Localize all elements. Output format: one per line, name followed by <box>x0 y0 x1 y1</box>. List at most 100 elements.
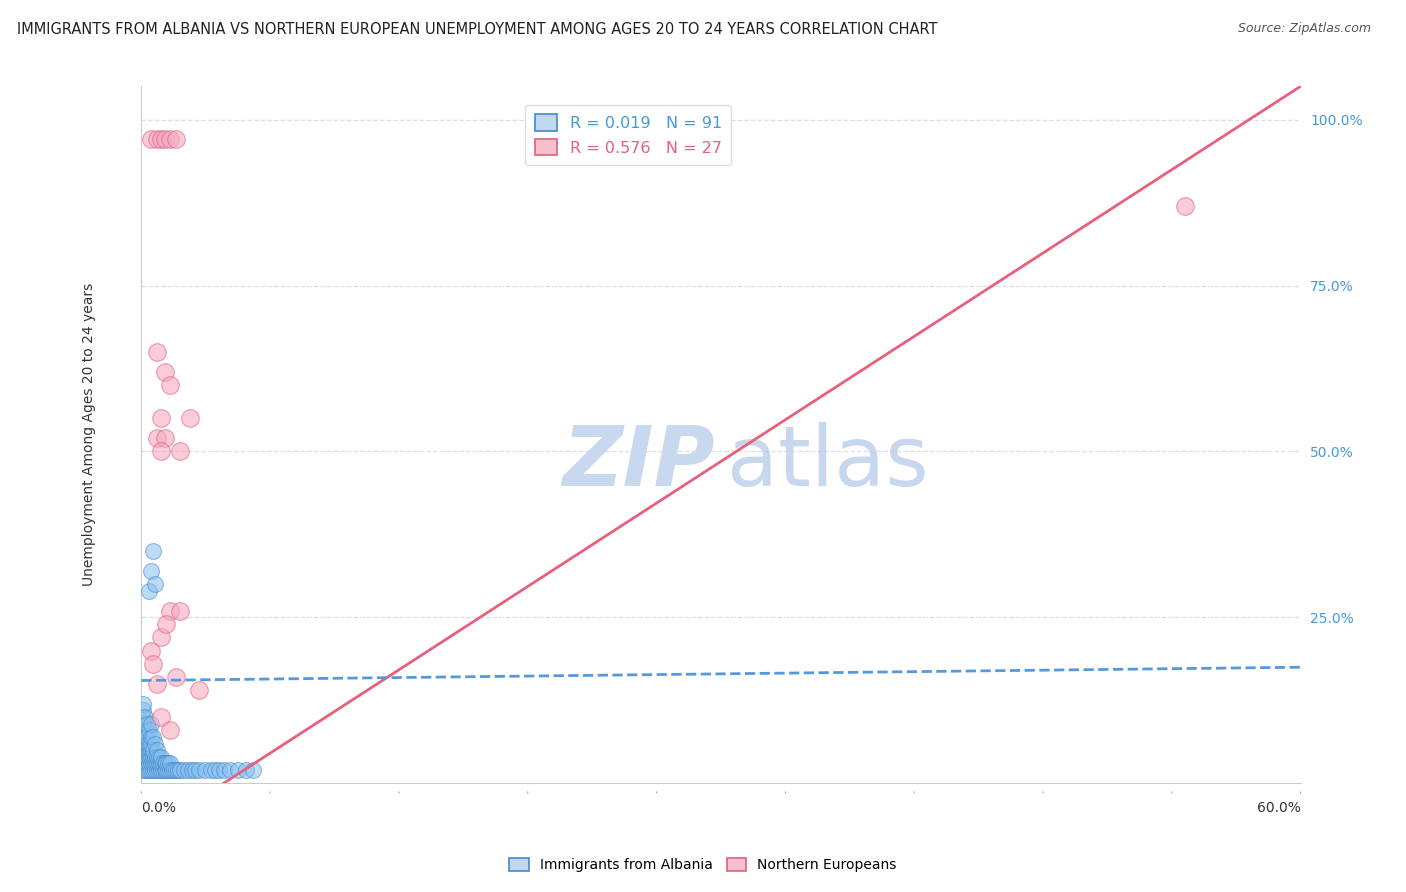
Point <box>142 763 165 777</box>
Point <box>132 703 155 717</box>
Point <box>134 749 156 764</box>
Point <box>149 631 172 645</box>
Point <box>214 763 236 777</box>
Point <box>136 730 159 744</box>
Point <box>169 763 191 777</box>
Point <box>194 763 217 777</box>
Point <box>153 365 176 379</box>
Point <box>167 763 190 777</box>
Point <box>148 756 170 771</box>
Point <box>200 763 222 777</box>
Point <box>136 737 159 751</box>
Point <box>188 763 211 777</box>
Point <box>146 743 169 757</box>
Point <box>139 749 162 764</box>
Point <box>143 749 166 764</box>
Point <box>179 411 201 425</box>
Point <box>136 756 159 771</box>
Point <box>169 604 191 618</box>
Point <box>138 756 160 771</box>
Point <box>132 710 155 724</box>
Point <box>134 730 156 744</box>
Point <box>149 710 172 724</box>
Point <box>188 683 211 698</box>
Point <box>146 756 169 771</box>
Point <box>138 737 160 751</box>
Text: 0.0%: 0.0% <box>142 801 176 814</box>
Point <box>180 763 202 777</box>
Point <box>136 743 159 757</box>
Text: IMMIGRANTS FROM ALBANIA VS NORTHERN EUROPEAN UNEMPLOYMENT AMONG AGES 20 TO 24 YE: IMMIGRANTS FROM ALBANIA VS NORTHERN EURO… <box>17 22 938 37</box>
Point <box>146 345 169 359</box>
Point <box>132 723 155 738</box>
Point <box>142 749 165 764</box>
Point <box>165 670 187 684</box>
Point <box>146 677 169 691</box>
Point <box>159 756 181 771</box>
Point <box>134 737 156 751</box>
Point <box>165 132 187 146</box>
Point <box>138 723 160 738</box>
Point <box>132 749 155 764</box>
Point <box>134 723 156 738</box>
Point <box>149 763 172 777</box>
Point <box>134 763 156 777</box>
Point <box>143 737 166 751</box>
Point <box>138 583 160 598</box>
Point <box>184 763 207 777</box>
Point <box>149 756 172 771</box>
Point <box>153 431 176 445</box>
Point <box>159 763 181 777</box>
Point <box>149 444 172 458</box>
Point <box>163 763 186 777</box>
Point <box>136 716 159 731</box>
Text: atlas: atlas <box>727 422 928 503</box>
Point <box>177 763 200 777</box>
Point <box>159 604 181 618</box>
Point <box>142 657 165 671</box>
Point <box>138 743 160 757</box>
Point <box>142 544 165 558</box>
Point <box>169 444 191 458</box>
Point <box>139 737 162 751</box>
Point <box>148 749 170 764</box>
Point <box>146 749 169 764</box>
Point <box>136 749 159 764</box>
Point <box>1174 199 1197 213</box>
Legend: R = 0.019   N = 91, R = 0.576   N = 27: R = 0.019 N = 91, R = 0.576 N = 27 <box>524 104 731 165</box>
Point <box>132 763 155 777</box>
Point <box>153 763 176 777</box>
Point <box>139 564 162 578</box>
Point <box>139 756 162 771</box>
Point <box>134 710 156 724</box>
Point <box>153 132 176 146</box>
Point <box>159 132 181 146</box>
Text: Source: ZipAtlas.com: Source: ZipAtlas.com <box>1237 22 1371 36</box>
Point <box>159 378 181 392</box>
Point <box>134 743 156 757</box>
Point <box>139 730 162 744</box>
Text: ZIP: ZIP <box>562 422 716 503</box>
Text: Unemployment Among Ages 20 to 24 years: Unemployment Among Ages 20 to 24 years <box>82 284 96 587</box>
Point <box>155 756 177 771</box>
Point <box>207 763 229 777</box>
Point <box>132 730 155 744</box>
Text: 60.0%: 60.0% <box>1257 801 1301 814</box>
Point <box>242 763 264 777</box>
Point <box>149 132 172 146</box>
Point <box>132 716 155 731</box>
Point <box>143 756 166 771</box>
Point <box>139 132 162 146</box>
Point <box>165 763 187 777</box>
Point <box>146 763 169 777</box>
Point <box>148 763 170 777</box>
Point <box>143 577 166 591</box>
Point <box>155 763 177 777</box>
Point <box>138 749 160 764</box>
Point <box>134 756 156 771</box>
Point <box>132 697 155 711</box>
Point <box>132 756 155 771</box>
Point <box>204 763 226 777</box>
Point <box>142 756 165 771</box>
Point <box>139 743 162 757</box>
